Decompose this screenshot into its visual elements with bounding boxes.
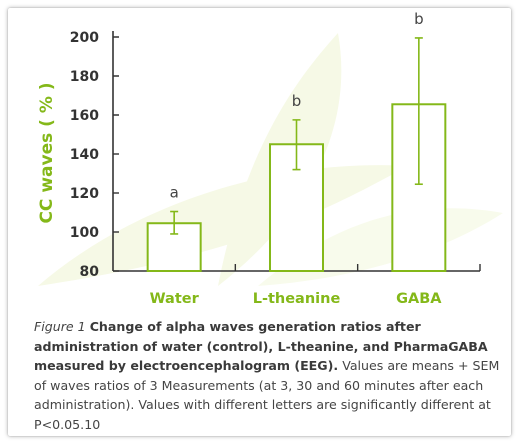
y-tick-label: 80 <box>80 264 100 280</box>
chart: a b b Water L-theanine GABA 80 100 120 140 160 18… <box>37 10 503 307</box>
error-bars <box>170 37 423 235</box>
y-tick-labels: 80 100 120 140 160 180 200 <box>70 30 99 280</box>
y-tick-label: 160 <box>70 108 99 124</box>
significance-letter: b <box>292 92 302 110</box>
significance-letters: a b b <box>170 10 424 202</box>
y-tick-label: 140 <box>70 147 99 163</box>
x-tick-labels: Water L-theanine GABA <box>150 291 443 307</box>
significance-letter: b <box>414 10 424 28</box>
y-axis-label: CC waves ( % ) <box>37 82 57 223</box>
caption-title: Change of alpha waves generation ratios … <box>34 319 488 374</box>
y-tick-label: 180 <box>70 69 99 85</box>
y-tick-label: 200 <box>70 30 99 46</box>
figure-label: Figure 1 <box>34 319 86 334</box>
significance-letter: a <box>170 184 179 202</box>
x-tick-label: L-theanine <box>253 291 341 307</box>
y-tick-label: 100 <box>70 225 99 241</box>
x-tick-label: GABA <box>396 291 442 307</box>
y-tick-label: 120 <box>70 186 99 202</box>
figure-card: a b b Water L-theanine GABA 80 100 120 140 160 18… <box>8 8 511 436</box>
figure-caption: Figure 1 Change of alpha waves generatio… <box>34 317 504 435</box>
caption-body: Values are means + SEM of waves ratios o… <box>34 358 500 432</box>
x-tick-label: Water <box>150 291 200 307</box>
